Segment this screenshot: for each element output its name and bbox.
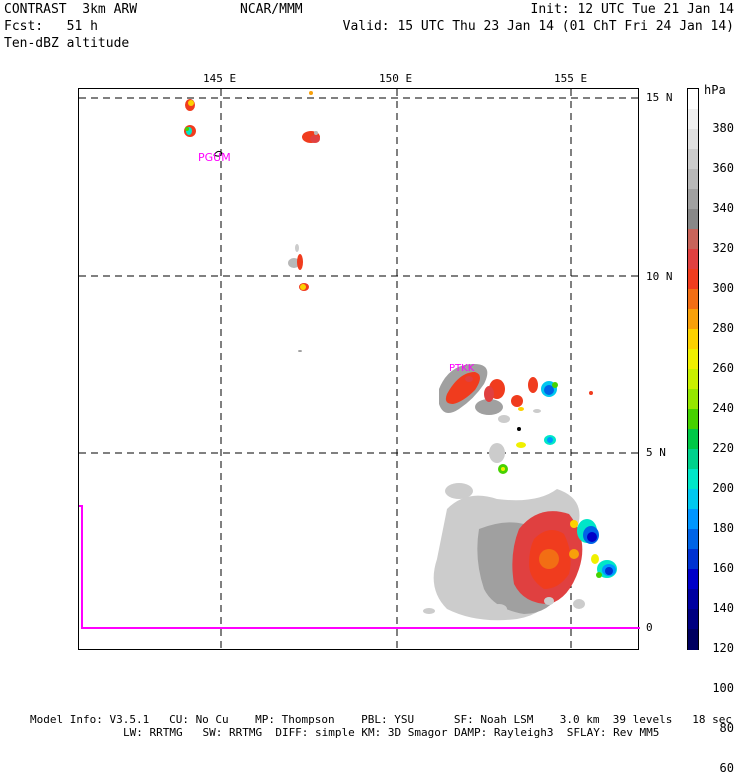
colorbar-segment <box>688 589 698 610</box>
lon-label-145: 145 E <box>203 72 237 85</box>
colorbar-segment <box>688 229 698 250</box>
init-time: Init: 12 UTC Tue 21 Jan 14 <box>530 2 735 17</box>
colorbar-segment <box>688 149 698 170</box>
colorbar-tick-label: 320 <box>712 241 734 255</box>
colorbar-tick-label: 260 <box>712 361 734 375</box>
colorbar-tick-label: 360 <box>712 161 734 175</box>
colorbar-segment <box>688 209 698 230</box>
place-label-pgum: PGUM <box>198 151 231 164</box>
footer-model-info-1: Model Info: V3.5.1 CU: No Cu MP: Thompso… <box>30 713 732 726</box>
colorbar <box>687 88 699 650</box>
colorbar-segment <box>688 349 698 370</box>
colorbar-tick-label: 60 <box>719 761 734 775</box>
lon-label-155: 155 E <box>554 72 588 85</box>
colorbar-segment <box>688 129 698 150</box>
colorbar-tick-label: 100 <box>712 681 734 695</box>
colorbar-tick-label: 120 <box>712 641 734 655</box>
colorbar-segment <box>688 169 698 190</box>
colorbar-tick-label: 180 <box>712 521 734 535</box>
footer-model-info-2: LW: RRTMG SW: RRTMG DIFF: simple KM: 3D … <box>123 726 660 739</box>
colorbar-segment <box>688 269 698 290</box>
colorbar-tick-label: 220 <box>712 441 734 455</box>
colorbar-tick-label: 160 <box>712 561 734 575</box>
lon-label-150: 150 E <box>379 72 413 85</box>
colorbar-segment <box>688 469 698 490</box>
field-name: Ten-dBZ altitude <box>4 36 130 51</box>
colorbar-segment <box>688 189 698 210</box>
colorbar-segment <box>688 409 698 430</box>
lat-label-5n: 5 N <box>646 446 666 459</box>
colorbar-segment <box>688 389 698 410</box>
center-name: NCAR/MMM <box>240 2 303 17</box>
colorbar-segment <box>688 629 698 650</box>
colorbar-tick-label: 80 <box>719 721 734 735</box>
valid-time: Valid: 15 UTC Thu 23 Jan 14 (01 ChT Fri … <box>342 19 734 34</box>
map-panel: PGUM PTKK <box>78 88 640 651</box>
colorbar-segment <box>688 429 698 450</box>
colorbar-segment <box>688 509 698 530</box>
colorbar-segment <box>688 489 698 510</box>
place-label-ptkk: PTKK <box>449 363 475 374</box>
echoes-marianas <box>184 91 320 352</box>
model-title: CONTRAST 3km ARW <box>4 2 138 17</box>
lat-label-0: 0 <box>646 621 653 634</box>
colorbar-tick-label: 200 <box>712 481 734 495</box>
colorbar-segment <box>688 329 698 350</box>
map-svg: PGUM PTKK <box>79 89 640 651</box>
colorbar-segment <box>688 249 698 270</box>
colorbar-tick-label: 300 <box>712 281 734 295</box>
colorbar-segment <box>688 569 698 590</box>
lat-label-10n: 10 N <box>646 270 673 283</box>
domain-boundary <box>79 505 640 629</box>
colorbar-segment <box>688 369 698 390</box>
colorbar-segment <box>688 289 698 310</box>
colorbar-tick-label: 340 <box>712 201 734 215</box>
colorbar-segment <box>688 309 698 330</box>
colorbar-tick-label: 280 <box>712 321 734 335</box>
colorbar-segment <box>688 109 698 130</box>
colorbar-segment <box>688 529 698 550</box>
echoes-central <box>439 364 593 474</box>
colorbar-segment <box>688 89 698 110</box>
colorbar-tick-label: 380 <box>712 121 734 135</box>
colorbar-segment <box>688 449 698 470</box>
colorbar-segment <box>688 609 698 630</box>
echoes-south <box>423 483 617 621</box>
colorbar-unit: hPa <box>704 83 726 97</box>
colorbar-tick-label: 240 <box>712 401 734 415</box>
forecast-hour: Fcst: 51 h <box>4 19 98 34</box>
lat-label-15n: 15 N <box>646 91 673 104</box>
colorbar-segment <box>688 549 698 570</box>
colorbar-tick-label: 140 <box>712 601 734 615</box>
